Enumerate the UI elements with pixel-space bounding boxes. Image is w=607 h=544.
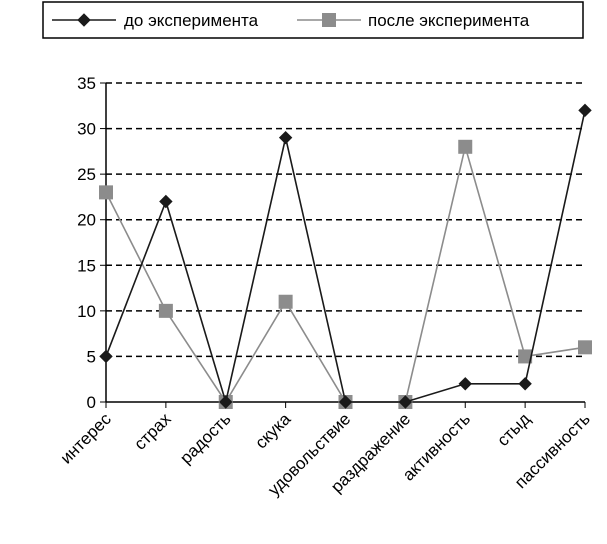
data-point-1-8 [578,340,592,355]
data-point-0-1 [159,194,173,209]
data-point-0-6 [458,377,472,391]
data-point-0-4 [338,395,353,409]
legend-label-0: до эксперимента [124,11,259,30]
series-0 [99,103,592,409]
legend-label-1: после эксперимента [368,11,530,30]
data-point-0-5 [398,395,413,409]
y-tick-label-20: 20 [77,211,96,230]
x-tick-label-1: страх [130,409,175,454]
x-tick-label-0: интерес [57,409,116,468]
data-point-1-3 [278,294,293,309]
data-point-0-0 [99,349,113,364]
legend: до эксперимента после эксперимента [42,1,584,39]
data-point-0-2 [219,395,233,409]
data-point-1-6 [458,139,473,154]
x-tick-label-7: стыд [493,409,534,450]
series-1 [99,139,592,409]
data-point-0-3 [278,130,293,145]
y-tick-label-25: 25 [77,165,96,184]
x-tick-label-3: скука [251,409,294,452]
legend-marker-1 [322,13,336,27]
data-point-0-8 [578,103,592,118]
x-tick-label-2: радость [176,409,234,467]
y-tick-label-0: 0 [87,393,96,412]
data-point-1-1 [158,303,173,318]
series-line-0 [105,110,586,406]
y-tick-label-35: 35 [77,74,96,93]
data-point-1-0 [99,185,113,200]
series-group [99,103,592,409]
y-tick-label-10: 10 [77,302,96,321]
data-point-0-7 [518,377,532,391]
y-tick-label-30: 30 [77,120,96,139]
y-tick-label-5: 5 [87,347,96,366]
legend-marker-0 [77,13,91,27]
axes [100,82,586,408]
series-line-1 [105,143,586,404]
y-tick-label-15: 15 [77,256,96,275]
